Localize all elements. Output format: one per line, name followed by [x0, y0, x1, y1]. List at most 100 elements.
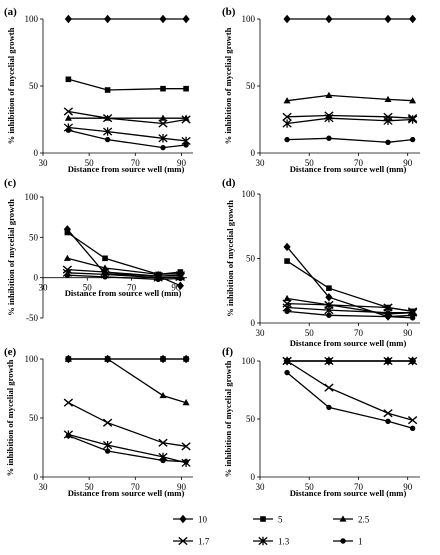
data-point-1	[104, 448, 111, 454]
x-tick-label: 70	[131, 482, 141, 492]
data-point-2.5	[64, 114, 72, 121]
series-line-1	[286, 372, 413, 429]
data-point-10	[182, 14, 190, 24]
y-tick-label: 50	[29, 81, 39, 91]
y-tick-label: 100	[25, 354, 39, 364]
series-1.3	[282, 113, 418, 128]
data-point-1.7	[158, 119, 168, 128]
data-point-1.7	[407, 416, 418, 425]
data-point-1.7	[158, 438, 168, 447]
x-tick-label: 50	[83, 283, 93, 293]
data-point-2.5	[64, 355, 72, 362]
data-point-1	[385, 139, 391, 145]
y-tick-label: 0	[34, 273, 39, 283]
data-point-2.5	[325, 91, 333, 98]
legend-marker-star	[258, 536, 268, 546]
data-point-1	[385, 418, 391, 425]
y-tick-label: 100	[25, 14, 39, 24]
y-axis-title: % inhibition of mycelial growth	[5, 359, 15, 476]
data-point-10	[409, 14, 417, 24]
series-1	[284, 308, 416, 321]
x-axis-title: Distance from source well (mm)	[68, 488, 185, 498]
y-axis-title: % inhibition of mycelial growth	[6, 27, 16, 144]
series-line-1.3	[287, 117, 413, 125]
series-1.3	[282, 356, 418, 366]
data-point-1	[104, 136, 111, 143]
data-point-5	[65, 76, 72, 83]
x-axis-title: Distance from source well (mm)	[290, 164, 407, 174]
data-point-5	[64, 229, 71, 236]
data-point-1	[65, 433, 72, 439]
series-5	[65, 76, 189, 93]
data-point-5	[326, 285, 332, 291]
data-point-1.7	[282, 356, 292, 366]
series-line-10	[286, 246, 413, 318]
data-point-1.3	[383, 356, 393, 366]
series-1.7	[282, 356, 418, 425]
series-2.5	[64, 355, 190, 406]
legend-item-10: 10	[173, 515, 208, 525]
y-tick-label: 50	[246, 414, 256, 424]
data-point-1	[177, 275, 184, 282]
series-1.7	[282, 299, 418, 316]
series-line-1.3	[67, 272, 181, 279]
y-tick-label: 0	[251, 148, 256, 158]
series-line-10	[66, 228, 181, 287]
data-point-1	[326, 135, 332, 141]
legend-marker-x	[178, 536, 188, 546]
data-point-1	[284, 136, 290, 143]
data-point-10	[159, 14, 167, 24]
series-10	[63, 225, 184, 290]
data-point-2.5	[384, 95, 392, 102]
data-point-5	[160, 85, 166, 92]
x-tick-label: 30	[39, 482, 49, 492]
x-tick-label: 70	[127, 283, 137, 293]
series-1	[284, 135, 416, 145]
series-line-1	[68, 435, 187, 463]
y-axis-title: % inhibition of mycelial growth	[223, 360, 233, 477]
legend-marker-circle	[340, 538, 346, 544]
data-point-1.3	[324, 356, 334, 366]
x-tick-label: 30	[39, 158, 49, 168]
legend-item-5: 5	[253, 515, 283, 525]
data-point-2.5	[159, 114, 167, 121]
x-tick-label: 90	[171, 283, 181, 293]
data-point-1.7	[181, 442, 191, 451]
y-tick-label: 50	[246, 254, 256, 264]
data-point-1.3	[102, 127, 113, 136]
data-point-1	[64, 272, 71, 278]
data-point-1	[65, 127, 72, 133]
x-tick-label: 70	[131, 158, 141, 168]
series-line-1.3	[287, 306, 413, 314]
x-tick-label: 30	[256, 158, 266, 168]
x-tick-label: 70	[354, 482, 364, 492]
y-tick-label: 0	[34, 472, 39, 482]
legend-label: 2.5	[358, 515, 370, 525]
data-point-2.5	[182, 399, 190, 406]
legend-marker-triangle	[339, 515, 347, 522]
data-point-2.5	[283, 97, 291, 104]
series-line-1.7	[68, 402, 187, 447]
data-point-1.3	[324, 113, 334, 123]
series-line-1.7	[67, 268, 181, 277]
data-point-1	[409, 315, 416, 321]
series-10	[64, 14, 190, 24]
legend-label: 10	[198, 515, 208, 525]
legend-item-1.3: 1.3	[253, 537, 290, 547]
data-point-1	[409, 136, 416, 143]
series-line-1.3	[68, 126, 187, 142]
x-tick-label: 50	[305, 328, 315, 338]
legend-marker-square	[260, 516, 266, 522]
series-1.7	[63, 398, 191, 451]
legend-marker-diamond	[179, 514, 187, 524]
data-point-1	[155, 276, 161, 282]
data-point-1.7	[102, 418, 113, 427]
data-point-1.7	[282, 112, 292, 121]
series-line-2.5	[287, 94, 413, 102]
series-line-1	[68, 129, 187, 149]
